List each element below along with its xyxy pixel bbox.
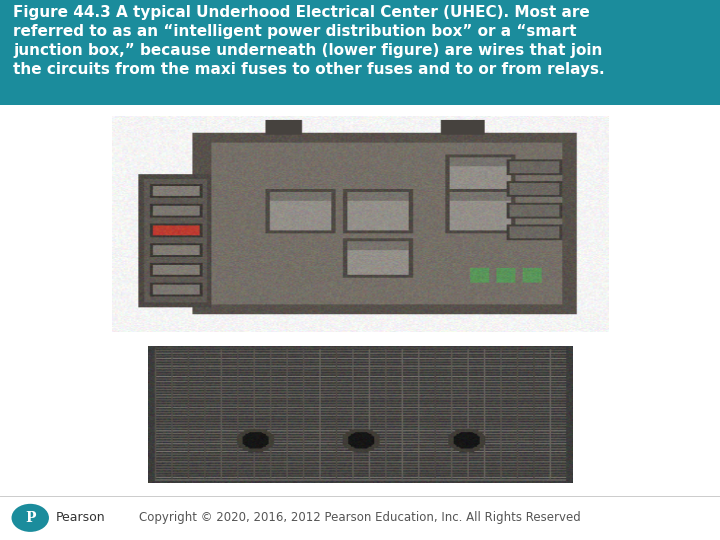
Circle shape (12, 504, 49, 532)
FancyBboxPatch shape (0, 0, 720, 105)
Text: P: P (25, 511, 35, 525)
Text: Pearson: Pearson (56, 511, 106, 524)
Text: Copyright © 2020, 2016, 2012 Pearson Education, Inc. All Rights Reserved: Copyright © 2020, 2016, 2012 Pearson Edu… (139, 511, 581, 524)
Text: Figure 44.3 A typical Underhood Electrical Center (UHEC). Most are
referred to a: Figure 44.3 A typical Underhood Electric… (13, 5, 605, 77)
